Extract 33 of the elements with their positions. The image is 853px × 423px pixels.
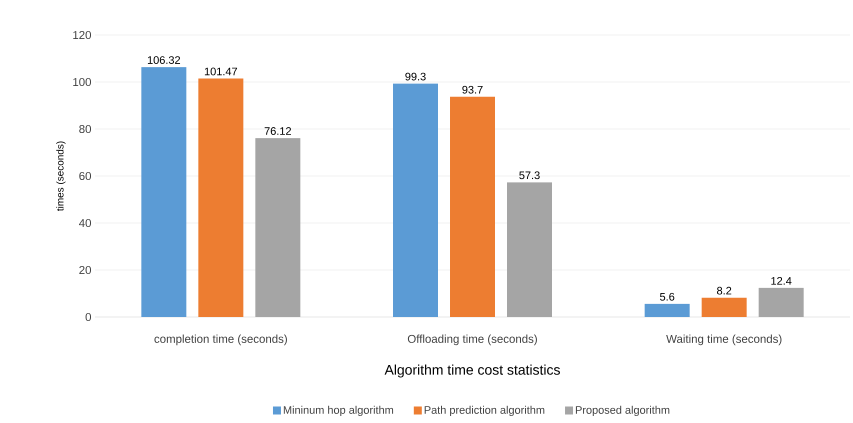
data-label: 12.4 (771, 277, 792, 285)
legend-label: Mininum hop algorithm (284, 406, 394, 416)
y-tick-label: 60 (79, 172, 92, 180)
y-tick-label: 40 (79, 218, 92, 228)
y-tick-label: 120 (73, 30, 92, 40)
y-axis-title: times (seconds) (56, 141, 66, 211)
y-tick-label: 0 (86, 312, 92, 322)
bar (141, 67, 186, 317)
x-tick-label: completion time (seconds) (154, 334, 287, 346)
bar (255, 138, 300, 317)
legend-label: Path prediction algorithm (424, 406, 544, 416)
bar (393, 84, 438, 317)
bar (702, 298, 747, 317)
data-label: 101.47 (204, 68, 238, 76)
y-tick-label: 100 (73, 78, 92, 86)
bar (644, 304, 690, 317)
data-label: 106.32 (148, 56, 180, 64)
bar (758, 288, 804, 317)
data-label: 57.3 (519, 171, 540, 180)
y-tick-label: 80 (79, 124, 92, 134)
data-label: 99.3 (405, 72, 426, 80)
x-tick-label: Offloading time (seconds) (408, 334, 537, 346)
data-label: 76.12 (264, 127, 291, 135)
data-label: 93.7 (462, 86, 483, 94)
bar (450, 96, 496, 317)
x-axis-title: Algorithm time cost statistics (384, 364, 560, 378)
x-tick-label: Waiting time (seconds) (666, 334, 782, 346)
data-label: 8.2 (717, 286, 732, 295)
legend-label: Proposed algorithm (576, 406, 670, 416)
bar (198, 78, 244, 317)
data-label: 5.6 (660, 292, 674, 301)
y-tick-label: 20 (79, 266, 92, 274)
bar (507, 182, 552, 317)
